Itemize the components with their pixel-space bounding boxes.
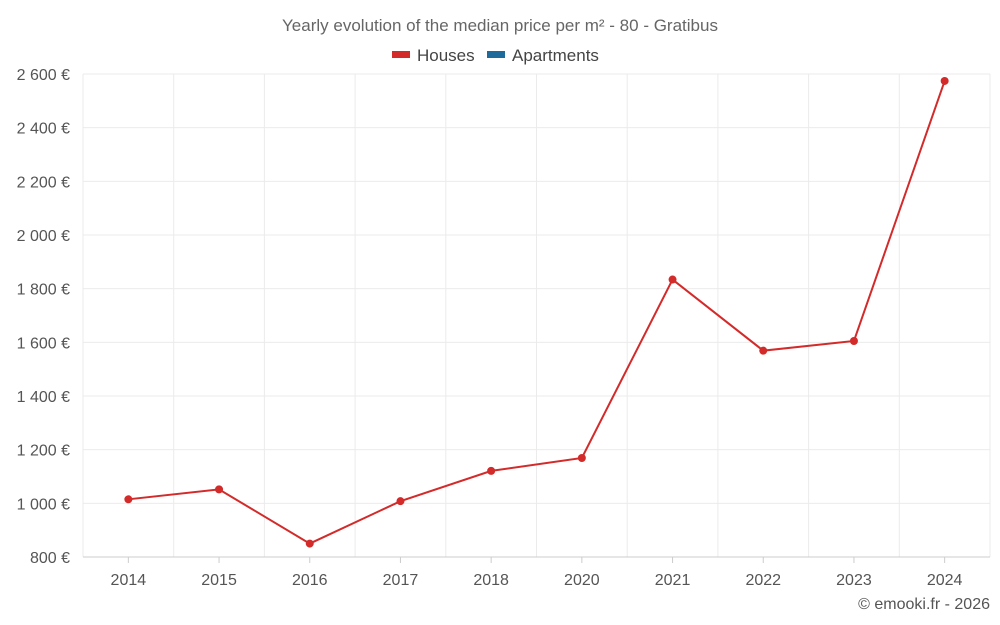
y-tick-label: 2 400 € [17,121,70,138]
legend-swatch-houses [392,51,410,58]
data-point-houses[interactable] [305,539,314,548]
y-tick-label: 2 000 € [17,228,70,245]
x-tick-label: 2018 [473,572,509,589]
data-point-houses[interactable] [396,497,405,506]
y-tick-label: 1 600 € [17,335,70,352]
data-point-houses[interactable] [849,336,858,345]
y-tick-label: 2 600 € [17,67,70,84]
legend-label-houses[interactable]: Houses [417,46,475,65]
chart-title: Yearly evolution of the median price per… [282,16,718,35]
y-tick-label: 800 € [30,550,70,567]
x-tick-label: 2016 [292,572,328,589]
data-point-houses[interactable] [940,76,949,85]
data-point-houses[interactable] [487,466,496,475]
data-point-houses[interactable] [124,495,133,504]
x-tick-label: 2023 [836,572,872,589]
series-line-houses [128,80,946,545]
chart-legend: Houses Apartments [392,46,599,65]
y-tick-label: 1 000 € [17,496,70,513]
x-tick-label: 2022 [745,572,781,589]
x-tick-label: 2020 [564,572,600,589]
x-tick-label: 2014 [111,572,147,589]
legend-label-apartments[interactable]: Apartments [512,46,599,65]
series [124,76,949,548]
data-point-houses[interactable] [668,275,677,284]
y-tick-label: 1 400 € [17,389,70,406]
y-tick-label: 1 800 € [17,282,70,299]
x-tick-label: 2024 [927,572,963,589]
x-tick-label: 2015 [201,572,237,589]
data-point-houses[interactable] [577,453,586,462]
axes: 800 € 1 000 € 1 200 € 1 400 € 1 600 € 1 800 €… [17,67,990,589]
grid [82,73,991,557]
y-tick-label: 1 200 € [17,443,70,460]
legend-swatch-apartments [487,51,505,58]
y-tick-label: 2 200 € [17,174,70,191]
data-point-houses[interactable] [759,346,768,355]
x-tick-label: 2017 [383,572,419,589]
x-tick-label: 2021 [655,572,691,589]
data-point-houses[interactable] [215,485,224,494]
credit-label: © emooki.fr - 2026 [858,596,990,613]
